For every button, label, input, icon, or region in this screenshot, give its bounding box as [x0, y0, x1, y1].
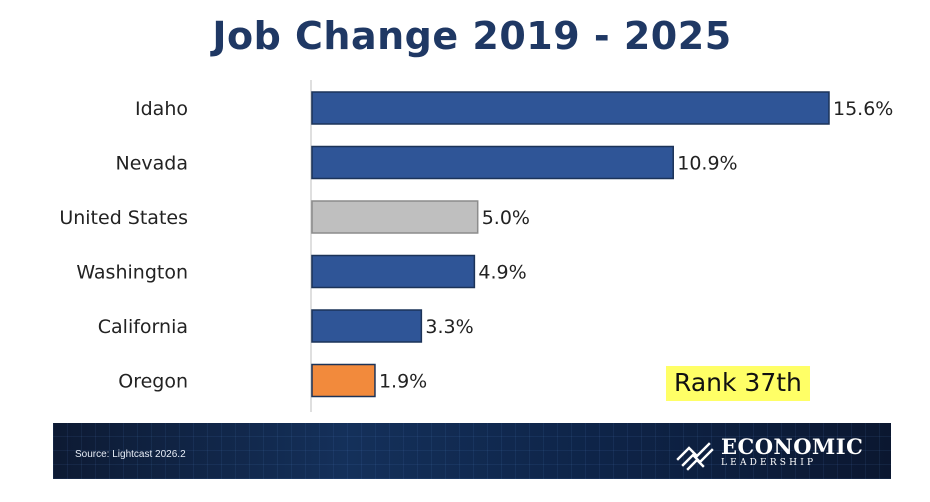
logo-subtitle: LEADERSHIP	[721, 458, 817, 468]
category-label: Washington	[76, 262, 188, 284]
value-label: 5.0%	[482, 207, 530, 229]
chart-title: Job Change 2019 - 2025	[212, 14, 732, 58]
value-label: 4.9%	[478, 262, 526, 284]
category-label: Nevada	[116, 153, 189, 175]
logo-mark-icon	[676, 442, 714, 471]
bar	[311, 200, 479, 234]
value-label: 15.6%	[833, 98, 893, 120]
category-label: Oregon	[118, 371, 188, 393]
value-label: 3.3%	[425, 316, 473, 338]
bar	[311, 91, 830, 125]
rank-badge: Rank 37th	[666, 366, 810, 401]
value-label: 1.9%	[379, 371, 427, 393]
footer-texture	[53, 423, 891, 479]
slide: Job Change 2019 - 2025	[53, 0, 891, 502]
bars-group: Idaho 15.6% Nevada 10.9% United States 5.0% Wa…	[59, 91, 893, 398]
category-label: United States	[59, 207, 188, 229]
source-note: Source: Lightcast 2026.2	[75, 449, 186, 460]
bar	[311, 145, 674, 180]
category-label: California	[98, 316, 188, 338]
bar	[311, 363, 376, 398]
bar	[311, 254, 476, 289]
category-label: Idaho	[135, 98, 188, 120]
logo-text: ECONOMIC LEADERSHIP	[721, 436, 863, 468]
logo-title: ECONOMIC	[721, 434, 864, 459]
footer-bar: Source: Lightcast 2026.2 ECONOMIC LEADER…	[53, 423, 891, 479]
value-label: 10.9%	[677, 153, 737, 175]
economic-leadership-logo: ECONOMIC LEADERSHIP	[675, 433, 863, 471]
bar	[311, 309, 423, 343]
bar-chart: Idaho 15.6% Nevada 10.9% United States 5.0% Wa…	[59, 80, 893, 412]
